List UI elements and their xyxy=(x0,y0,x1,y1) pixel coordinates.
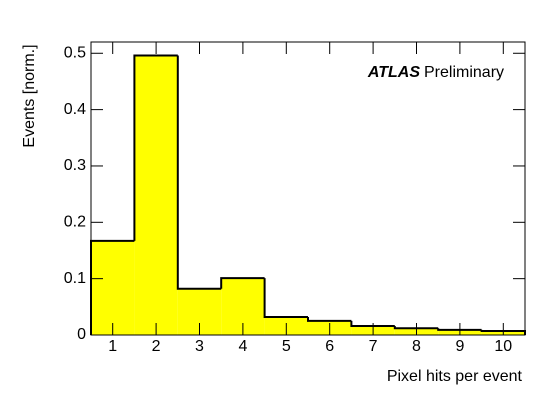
bar-outline xyxy=(350,320,395,327)
y-tick-label: 0.4 xyxy=(64,101,86,118)
x-tick-label: 7 xyxy=(369,338,378,355)
x-tick-label: 6 xyxy=(325,338,334,355)
x-tick-label: 8 xyxy=(412,338,421,355)
bar-outline xyxy=(393,325,439,330)
bar xyxy=(134,55,178,336)
x-tick-label: 9 xyxy=(455,338,464,355)
y-tick-label: 0.3 xyxy=(64,157,86,174)
bar-outline xyxy=(176,55,222,290)
bar-outline xyxy=(307,316,352,322)
y-axis-label: Events [norm.] xyxy=(21,44,38,147)
x-tick-label: 1 xyxy=(108,338,117,355)
bar-outline xyxy=(263,278,308,318)
y-tick-label: 0 xyxy=(77,326,86,343)
bar-outline xyxy=(133,54,178,241)
x-tick-label: 4 xyxy=(238,338,247,355)
x-tick-label: 10 xyxy=(494,338,512,355)
plot-frame xyxy=(90,41,526,336)
atlas-label: ATLAS xyxy=(367,64,420,81)
bar-outline xyxy=(220,277,265,289)
y-tick-label: 0.5 xyxy=(64,44,86,61)
x-tick-label: 3 xyxy=(195,338,204,355)
y-tick-label: 0.2 xyxy=(64,214,86,231)
x-axis-label: Pixel hits per event xyxy=(387,368,523,385)
atlas-status: Preliminary xyxy=(424,64,504,81)
bar xyxy=(91,240,135,335)
bar-outline xyxy=(437,328,482,331)
x-tick-label: 5 xyxy=(282,338,291,355)
y-tick-label: 0.1 xyxy=(64,270,86,287)
x-tick-label: 2 xyxy=(152,338,161,355)
